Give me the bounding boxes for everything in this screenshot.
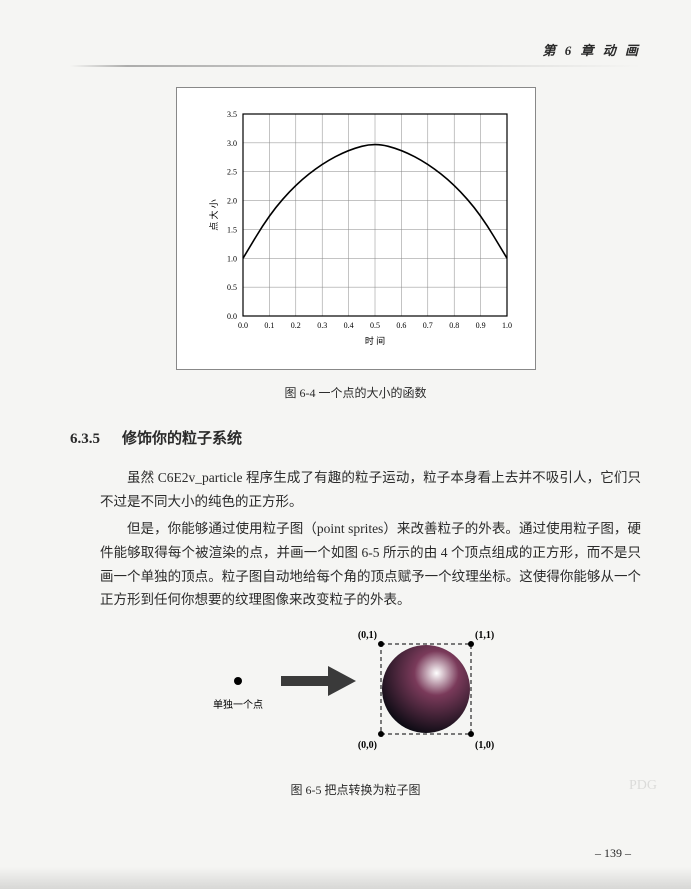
header-divider — [70, 65, 641, 67]
section-heading: 6.3.5 修饰你的粒子系统 — [70, 427, 641, 448]
svg-text:0.5: 0.5 — [370, 321, 380, 330]
svg-text:0.7: 0.7 — [422, 321, 432, 330]
svg-text:(1,1): (1,1) — [475, 630, 494, 641]
svg-text:3.5: 3.5 — [227, 110, 237, 119]
svg-text:单独一个点: 单独一个点 — [213, 698, 263, 711]
paragraph-1: 虽然 C6E2v_particle 程序生成了有趣的粒子运动，粒子本身看上去并不… — [100, 466, 641, 513]
bottom-shadow — [0, 867, 691, 889]
svg-text:(0,1): (0,1) — [357, 630, 376, 641]
section-title-text: 修饰你的粒子系统 — [122, 431, 242, 447]
svg-text:点 大 小: 点 大 小 — [208, 199, 219, 231]
svg-text:1.5: 1.5 — [227, 225, 237, 234]
svg-text:1.0: 1.0 — [227, 254, 237, 263]
svg-text:0.3: 0.3 — [317, 321, 327, 330]
svg-text:0.9: 0.9 — [475, 321, 485, 330]
svg-text:0.5: 0.5 — [227, 283, 237, 292]
svg-text:1.0: 1.0 — [502, 321, 512, 330]
page-number: – 139 – — [595, 846, 631, 861]
svg-text:0.8: 0.8 — [449, 321, 459, 330]
svg-text:2.5: 2.5 — [227, 168, 237, 177]
svg-text:0.4: 0.4 — [343, 321, 353, 330]
figure-6-4: 0.0 0.1 0.2 0.3 0.4 0.5 0.6 0.7 0.8 0.9 1.0 0.0 0.5 1… — [176, 87, 536, 370]
page-root: 第 6 章 动 画 0.0 0.1 0.2 0.3 0.4 0.5 0.6 0.7 0.8 0.9… — [0, 0, 691, 889]
paragraph-2: 但是，你能够通过使用粒子图（point sprites）来改善粒子的外表。通过使… — [100, 517, 641, 612]
svg-text:时 间: 时 间 — [364, 335, 384, 346]
svg-text:0.2: 0.2 — [290, 321, 300, 330]
figure-6-5-caption: 图 6-5 把点转换为粒子图 — [70, 781, 641, 798]
svg-text:0.0: 0.0 — [227, 312, 237, 321]
section-number: 6.3.5 — [70, 431, 100, 448]
svg-text:(0,0): (0,0) — [357, 740, 376, 751]
svg-text:0.0: 0.0 — [238, 321, 248, 330]
chart-svg: 0.0 0.1 0.2 0.3 0.4 0.5 0.6 0.7 0.8 0.9 1.0 0.0 0.5 1… — [205, 106, 517, 354]
svg-text:3.0: 3.0 — [227, 139, 237, 148]
svg-text:0.1: 0.1 — [264, 321, 274, 330]
svg-text:(1,0): (1,0) — [475, 740, 494, 751]
chapter-header: 第 6 章 动 画 — [70, 40, 641, 59]
figure-6-4-caption: 图 6-4 一个点的大小的函数 — [70, 384, 641, 401]
svg-text:0.6: 0.6 — [396, 321, 406, 330]
chapter-label: 第 6 章 动 画 — [542, 43, 641, 58]
figure-6-5-svg: 单独一个点 (0,1) (1,1) (0,0) (1,0) — [176, 626, 536, 766]
svg-text:2.0: 2.0 — [227, 197, 237, 206]
figure-6-5: 单独一个点 (0,1) (1,1) (0,0) (1,0) — [70, 626, 641, 771]
